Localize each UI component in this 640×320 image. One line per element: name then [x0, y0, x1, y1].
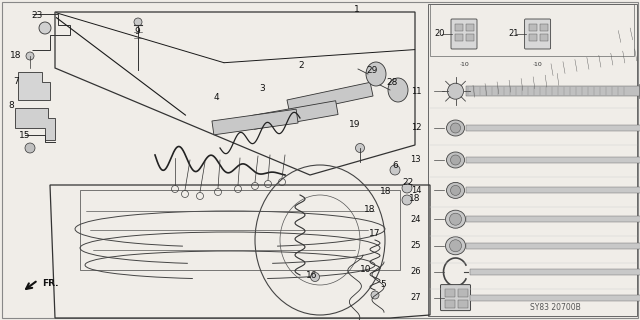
- Text: 18: 18: [364, 205, 376, 214]
- Ellipse shape: [445, 237, 465, 255]
- Text: 13: 13: [410, 156, 421, 164]
- Text: 27: 27: [410, 293, 421, 302]
- Bar: [529, 34, 536, 41]
- Bar: [80, 190, 400, 270]
- Circle shape: [25, 143, 35, 153]
- Text: 12: 12: [411, 124, 421, 132]
- Text: FR.: FR.: [42, 278, 58, 287]
- Bar: [465, 188, 640, 193]
- Circle shape: [310, 273, 319, 282]
- Text: 20: 20: [435, 29, 445, 38]
- Ellipse shape: [447, 120, 465, 136]
- Text: 6: 6: [393, 161, 398, 170]
- Bar: [455, 34, 463, 41]
- Circle shape: [449, 213, 461, 225]
- Text: 21: 21: [508, 29, 518, 38]
- Circle shape: [449, 240, 461, 252]
- Bar: [465, 216, 640, 222]
- Bar: [529, 24, 536, 31]
- Text: 19: 19: [349, 120, 360, 129]
- Polygon shape: [15, 108, 55, 140]
- Bar: [470, 269, 640, 275]
- Circle shape: [355, 143, 365, 153]
- Ellipse shape: [445, 210, 465, 228]
- Bar: [465, 243, 640, 249]
- Text: ·10: ·10: [459, 62, 469, 67]
- FancyBboxPatch shape: [525, 19, 550, 49]
- Polygon shape: [252, 101, 338, 129]
- FancyBboxPatch shape: [440, 284, 470, 311]
- Circle shape: [402, 195, 412, 205]
- Bar: [429, 4, 634, 56]
- Bar: [458, 289, 468, 297]
- Text: 5: 5: [380, 280, 385, 289]
- Text: 16: 16: [306, 271, 317, 280]
- Text: 29: 29: [367, 66, 378, 75]
- Text: 24: 24: [411, 215, 421, 224]
- Text: 8: 8: [9, 101, 14, 110]
- Text: 26: 26: [410, 268, 421, 276]
- Ellipse shape: [388, 78, 408, 102]
- Bar: [465, 125, 640, 131]
- Bar: [639, 84, 640, 98]
- FancyBboxPatch shape: [451, 19, 477, 49]
- Text: 18: 18: [380, 187, 391, 196]
- Bar: [540, 34, 548, 41]
- Text: 10: 10: [360, 265, 372, 274]
- Circle shape: [451, 185, 461, 196]
- Bar: [455, 24, 463, 31]
- Text: 23: 23: [31, 12, 43, 20]
- Text: 2: 2: [298, 61, 303, 70]
- Text: 14: 14: [411, 186, 421, 195]
- Circle shape: [371, 291, 379, 299]
- Text: 28: 28: [386, 78, 397, 87]
- Text: 17: 17: [369, 229, 380, 238]
- Bar: [470, 295, 640, 300]
- Ellipse shape: [366, 62, 386, 86]
- Bar: [466, 34, 474, 41]
- Text: 15: 15: [19, 132, 30, 140]
- Bar: [445, 300, 454, 308]
- Circle shape: [451, 155, 461, 165]
- Text: 4: 4: [214, 93, 219, 102]
- Text: ·10: ·10: [532, 62, 543, 67]
- Circle shape: [134, 18, 142, 26]
- Circle shape: [39, 22, 51, 34]
- Text: 7: 7: [13, 77, 19, 86]
- Circle shape: [447, 83, 463, 99]
- Text: SY83 20700B: SY83 20700B: [530, 303, 580, 312]
- Circle shape: [451, 123, 461, 133]
- Bar: [465, 157, 640, 163]
- Circle shape: [390, 165, 400, 175]
- Polygon shape: [287, 82, 373, 114]
- Circle shape: [402, 183, 412, 193]
- Text: 18: 18: [409, 194, 420, 203]
- Bar: [428, 4, 637, 316]
- Bar: [445, 289, 454, 297]
- Ellipse shape: [447, 152, 465, 168]
- Text: 11: 11: [411, 87, 421, 96]
- Text: 9: 9: [135, 28, 140, 36]
- Circle shape: [26, 52, 34, 60]
- Text: 25: 25: [411, 241, 421, 250]
- Bar: [465, 86, 640, 96]
- Ellipse shape: [447, 182, 465, 198]
- Text: 1: 1: [355, 5, 360, 14]
- Bar: [540, 24, 548, 31]
- Bar: [458, 300, 468, 308]
- Text: 3: 3: [260, 84, 265, 93]
- Text: 22: 22: [403, 178, 414, 187]
- Polygon shape: [212, 109, 298, 135]
- Polygon shape: [18, 72, 50, 100]
- Bar: [466, 24, 474, 31]
- Text: 18: 18: [10, 52, 22, 60]
